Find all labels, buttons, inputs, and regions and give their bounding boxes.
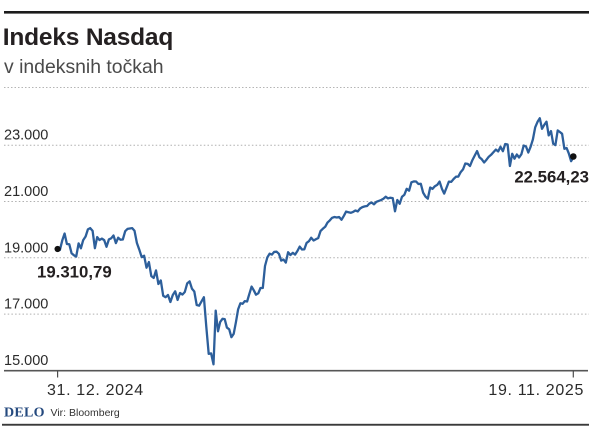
svg-text:19.310,79: 19.310,79 (37, 263, 112, 282)
svg-text:17.000: 17.000 (4, 297, 48, 313)
svg-text:Vir: Bloomberg: Vir: Bloomberg (51, 407, 120, 419)
svg-text:23.000: 23.000 (4, 128, 48, 144)
svg-text:31. 12. 2024: 31. 12. 2024 (47, 382, 144, 399)
svg-text:15.000: 15.000 (4, 353, 48, 369)
svg-text:21.000: 21.000 (4, 184, 48, 200)
svg-text:Indeks Nasdaq: Indeks Nasdaq (3, 24, 173, 51)
svg-text:v indeksnih točkah: v indeksnih točkah (4, 56, 164, 78)
svg-text:22.564,23: 22.564,23 (514, 168, 589, 187)
svg-text:19.000: 19.000 (4, 240, 48, 256)
svg-text:19. 11. 2025: 19. 11. 2025 (488, 382, 584, 399)
svg-text:DELO: DELO (4, 406, 45, 421)
